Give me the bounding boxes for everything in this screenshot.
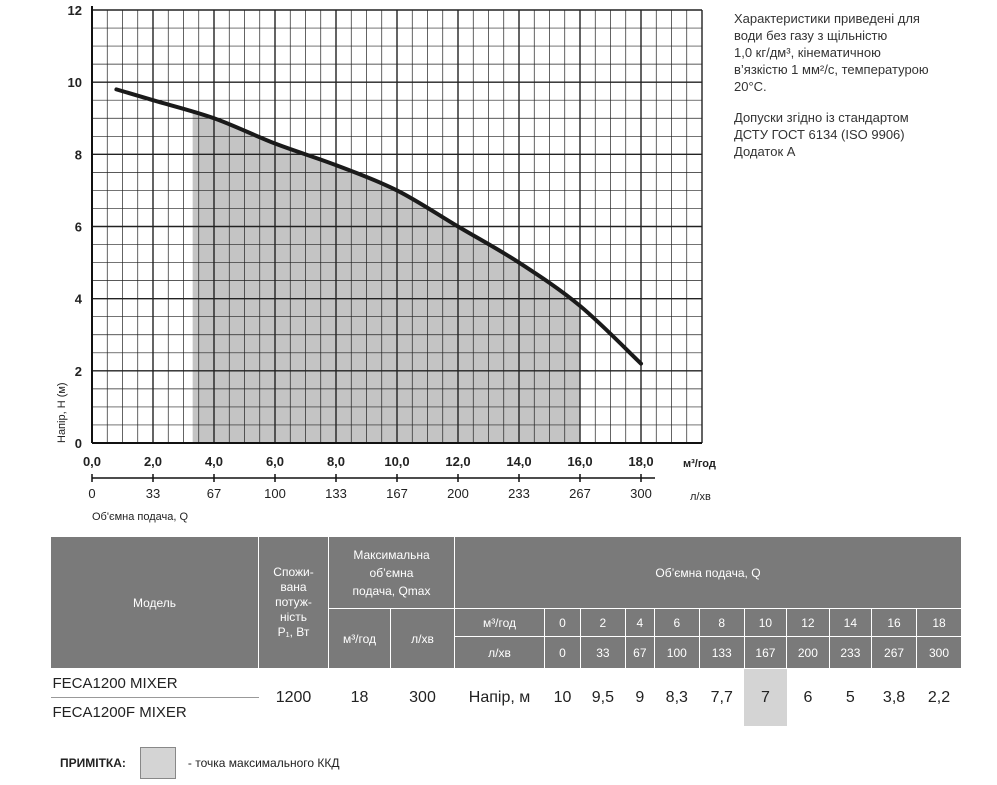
spec-table: Модель Спожи- вана потуж- ність P₁, Вт М… — [50, 536, 962, 726]
row-label-l: л/хв — [454, 636, 545, 669]
x-axis-unit-label: м³/год — [683, 458, 716, 470]
q-l-cell: 67 — [624, 636, 655, 669]
q-l-cell: 167 — [743, 636, 788, 669]
q-m3-cell: 0 — [544, 608, 581, 637]
y-tick-label: 4 — [75, 292, 83, 307]
q-m3-cell: 18 — [916, 608, 962, 637]
chart-grid — [91, 9, 703, 444]
x2-axis-unit-label: л/хв — [690, 491, 711, 503]
tolerance-note: Допуски згідно із стандартом ДСТУ ГОСТ 6… — [734, 110, 909, 159]
x2-tick-label: 100 — [264, 486, 286, 501]
q-m3-cell: 12 — [786, 608, 830, 637]
head-curve-line — [114, 87, 643, 366]
qmax-l-value: 300 — [390, 668, 455, 726]
x-tick-label: 16,0 — [567, 454, 592, 469]
x2-tick-label: 133 — [325, 486, 347, 501]
x2-tick-label: 300 — [630, 486, 652, 501]
max-efficiency-shaded-area — [192, 111, 580, 443]
header-qmax-l: л/хв — [390, 608, 455, 669]
x2-tick-label: 267 — [569, 486, 591, 501]
q-m3-cell: 6 — [653, 608, 700, 637]
head-value-max-efficiency: 7 — [744, 668, 787, 726]
q-l-cell: 133 — [698, 636, 745, 669]
y-tick-label: 8 — [75, 147, 82, 162]
shaded-area — [192, 111, 580, 443]
x-tick-label: 2,0 — [144, 454, 162, 469]
x2-tick-label: 233 — [508, 486, 530, 501]
q-m3-cell: 14 — [828, 608, 873, 637]
x-axis-caption: Об'ємна подача, Q — [92, 511, 188, 523]
head-curve-layer — [114, 87, 643, 366]
x-tick-label: 14,0 — [506, 454, 531, 469]
q-l-cell: 200 — [786, 636, 830, 669]
head-value: 10 — [544, 668, 581, 726]
x-tick-label: 18,0 — [628, 454, 653, 469]
model-name: FECA1200F MIXER — [50, 697, 259, 726]
q-l-cell: 33 — [579, 636, 626, 669]
head-value: 7,7 — [699, 668, 745, 726]
x-tick-label: 10,0 — [384, 454, 409, 469]
head-value: 8,3 — [654, 668, 700, 726]
q-m3-cell: 2 — [579, 608, 626, 637]
x2-tick-label: 167 — [386, 486, 408, 501]
y-tick-label: 0 — [75, 436, 82, 451]
y-tick-label: 12 — [68, 3, 82, 18]
x2-tick-label: 200 — [447, 486, 469, 501]
head-value: 5 — [829, 668, 872, 726]
x2-tick-label: 33 — [146, 486, 160, 501]
footnote-text: - точка максимального ККД — [187, 756, 340, 770]
x-tick-label: 6,0 — [266, 454, 284, 469]
model-name: FECA1200 MIXER — [50, 668, 259, 698]
pump-performance-chart: 0 2 4 6 8 10 12 0,0 2,0 4,0 6,0 8,0 10,0 12,0 14,0 16,0… — [56, 3, 716, 523]
x-tick-label: 0,0 — [83, 454, 101, 469]
chart-axes: 0 2 4 6 8 10 12 0,0 2,0 4,0 6,0 8,0 10,0 12,0 14,0 16,0… — [68, 3, 702, 501]
head-value: 2,2 — [916, 668, 962, 726]
power-value: 1200 — [258, 668, 329, 726]
head-value: 9 — [625, 668, 655, 726]
x-tick-label: 12,0 — [445, 454, 470, 469]
qmax-m3-value: 18 — [328, 668, 391, 726]
q-m3-cell: 8 — [698, 608, 745, 637]
header-power: Спожи- вана потуж- ність P₁, Вт — [258, 536, 329, 669]
footnote-label: ПРИМІТКА: — [60, 756, 126, 770]
head-value: 9,5 — [580, 668, 626, 726]
q-l-cell: 0 — [544, 636, 581, 669]
y-tick-label: 10 — [68, 75, 82, 90]
q-m3-cell: 16 — [871, 608, 918, 637]
max-efficiency-swatch — [139, 747, 176, 779]
q-l-cell: 300 — [916, 636, 962, 669]
q-m3-cell: 4 — [624, 608, 655, 637]
test-conditions-notes: Характеристики приведені для води без га… — [734, 10, 984, 174]
y-axis-label: Напір, H (м) — [56, 382, 68, 443]
row-label-m3: м³/год — [454, 608, 545, 637]
header-qmax-m3: м³/год — [328, 608, 391, 669]
q-l-cell: 100 — [653, 636, 700, 669]
q-l-cell: 267 — [871, 636, 918, 669]
header-q: Об’ємна подача, Q — [454, 536, 962, 609]
head-value: 6 — [786, 668, 830, 726]
conditions-note: Характеристики приведені для води без га… — [734, 11, 929, 94]
header-model: Модель — [50, 536, 259, 669]
x-tick-label: 4,0 — [205, 454, 223, 469]
x2-tick-label: 67 — [207, 486, 221, 501]
q-m3-cell: 10 — [743, 608, 788, 637]
x-tick-label: 8,0 — [327, 454, 345, 469]
head-value: 3,8 — [871, 668, 917, 726]
q-l-cell: 233 — [828, 636, 873, 669]
head-row-label: Напір, м — [454, 668, 545, 726]
header-qmax: Максимальна об’ємна подача, Qmax — [328, 536, 455, 609]
y-tick-label: 2 — [75, 364, 82, 379]
footnote: ПРИМІТКА: - точка максимального ККД — [60, 746, 340, 780]
x2-tick-label: 0 — [88, 486, 95, 501]
y-tick-label: 6 — [75, 220, 82, 235]
